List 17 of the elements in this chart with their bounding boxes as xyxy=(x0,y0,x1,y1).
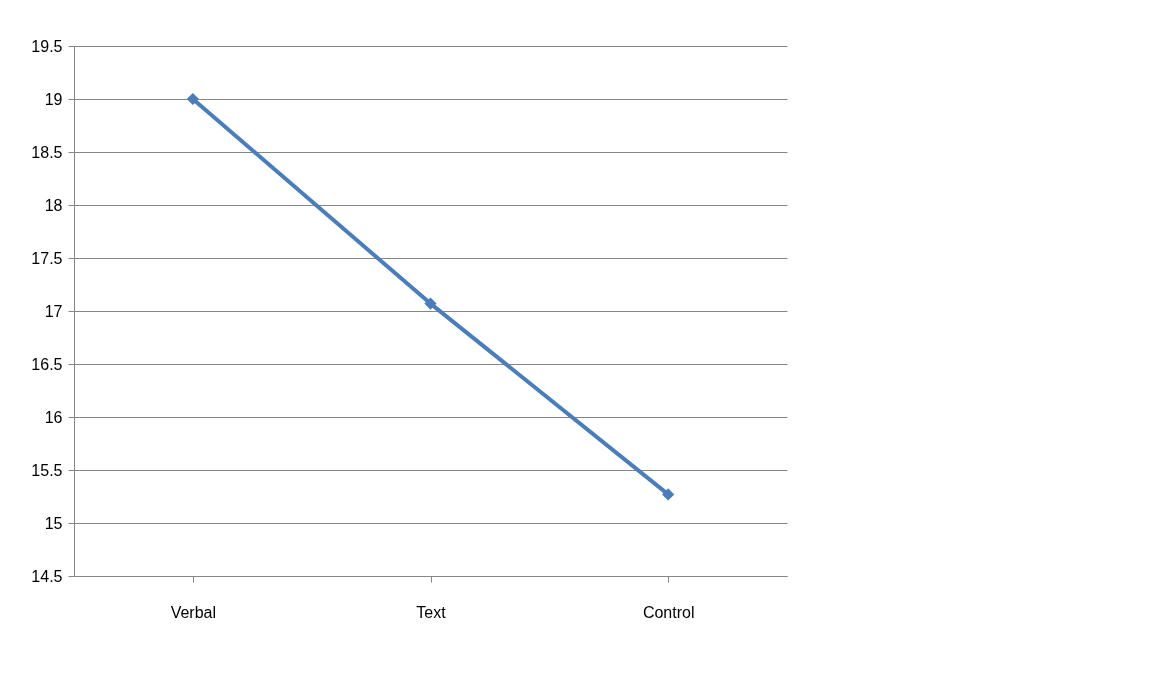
y-tick-label: 19.5 xyxy=(31,37,63,55)
y-tick-label: 18.5 xyxy=(31,143,63,161)
x-tick-label: Verbal xyxy=(170,603,217,621)
point xyxy=(662,488,675,501)
x-tick-label: Control xyxy=(642,603,695,621)
y-tick-label: 16.5 xyxy=(31,355,63,373)
y-tick-label: 15.5 xyxy=(31,461,63,479)
y-tick-label: 15 xyxy=(44,514,63,532)
point xyxy=(424,297,437,310)
y-tick-label: 19 xyxy=(44,90,63,108)
y-tick-label: 17.5 xyxy=(31,249,63,267)
x-tick-label: Text xyxy=(416,603,447,621)
y-tick-label: 16 xyxy=(44,408,63,426)
y-tick-label: 14.5 xyxy=(31,567,63,585)
y-tick-label: 17 xyxy=(44,302,63,320)
point xyxy=(186,92,199,106)
y-tick-label: 18 xyxy=(44,196,63,214)
